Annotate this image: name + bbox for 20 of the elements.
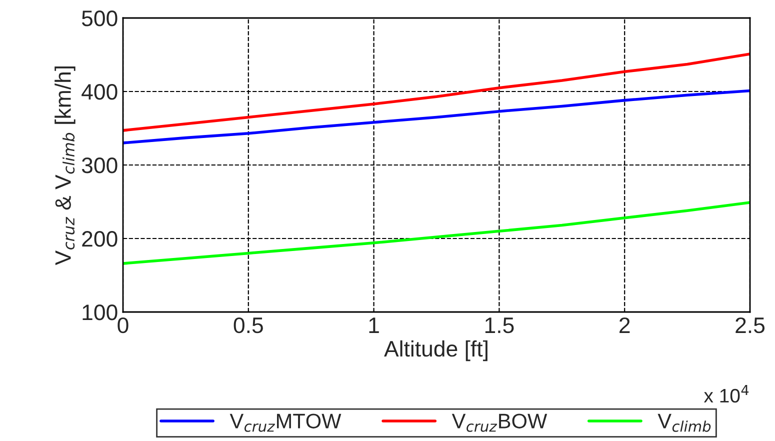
text: x 10$^{4}$ — [704, 385, 749, 403]
y-tick-label: 200 — [82, 231, 118, 247]
x-tick-label: 1 — [369, 318, 379, 333]
legend-label: V$_{cruz}$MTOW — [230, 414, 342, 432]
line-series — [123, 52, 750, 132]
x-tick-label: 1.5 — [485, 318, 514, 334]
y-tick-label: 100 — [82, 304, 118, 320]
x-tick-label: 0 — [118, 317, 128, 334]
line-series — [123, 89, 750, 144]
legend-label: V$_{climb}$ — [658, 414, 711, 432]
x-tick-label: 2.5 — [736, 317, 765, 334]
line-series — [123, 201, 750, 265]
y-tick-label: 500 — [82, 10, 118, 26]
y-axis-title: V$_{cruz}$ & V$_{climb}$ [km/h] — [54, 66, 76, 266]
y-tick-label: 400 — [82, 84, 118, 100]
x-tick-label: 2 — [620, 317, 630, 333]
x-axis-title: Altitude [ft] — [384, 340, 488, 362]
legend-label: V$_{cruz}$BOW — [452, 414, 548, 432]
y-tick-label: 300 — [82, 158, 118, 174]
x-tick-label: 0.5 — [234, 317, 263, 334]
